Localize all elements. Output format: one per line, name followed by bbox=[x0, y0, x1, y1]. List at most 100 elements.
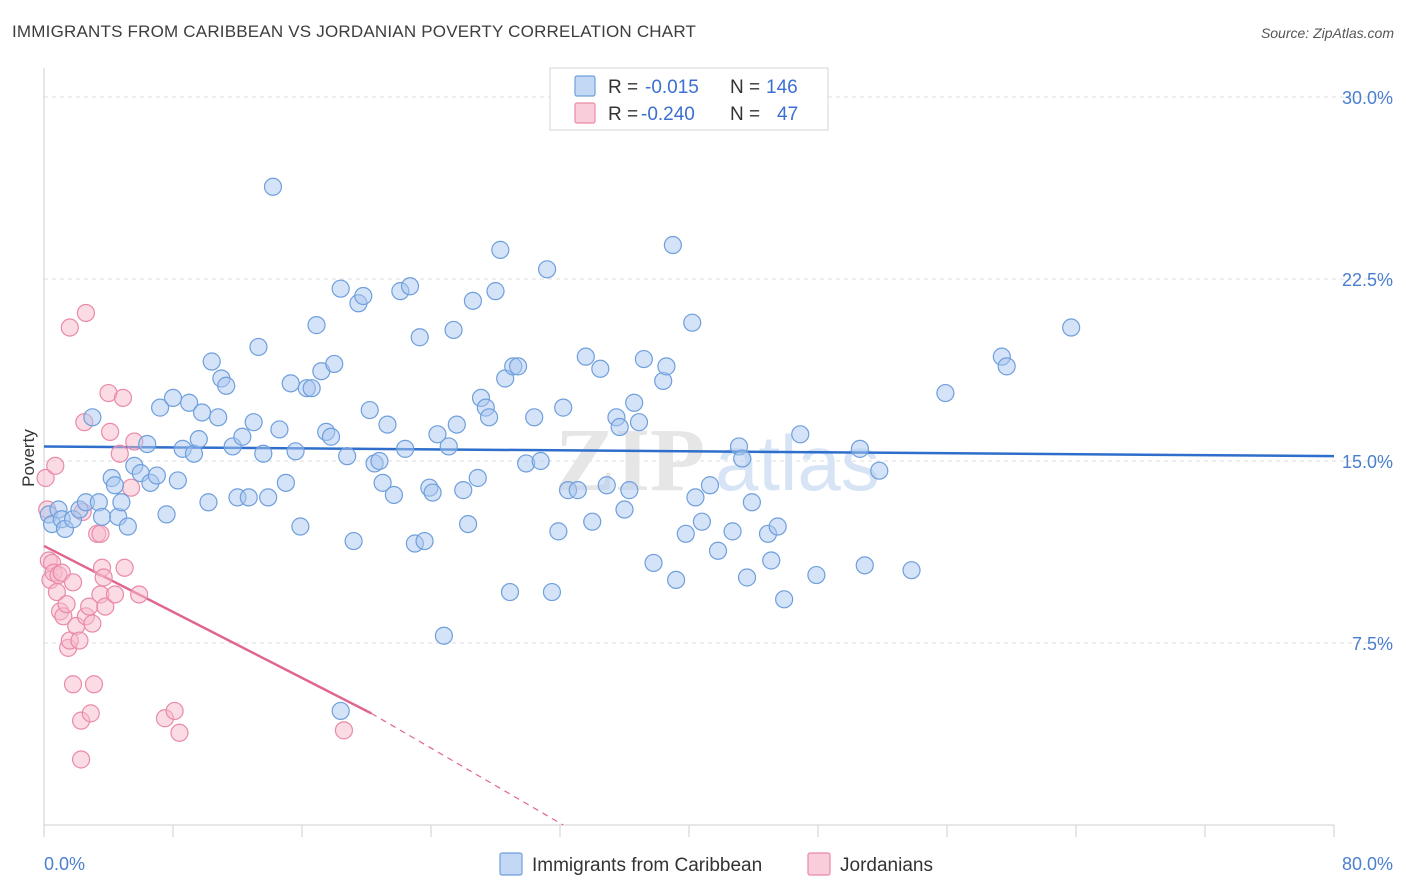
jordanian-point bbox=[76, 303, 96, 323]
caribbean-point bbox=[644, 553, 663, 573]
caribbean-point bbox=[768, 517, 787, 536]
caribbean-point bbox=[428, 425, 447, 444]
caribbean-point bbox=[192, 403, 212, 422]
jordanian-trend-extension bbox=[371, 712, 564, 826]
watermark: ZIP atlas bbox=[555, 411, 880, 510]
x-tick-label-max: 80.0% bbox=[1342, 854, 1393, 874]
caribbean-point bbox=[486, 282, 505, 301]
caribbean-point bbox=[202, 352, 221, 371]
caribbean-point bbox=[625, 393, 644, 412]
jordanian-point bbox=[70, 631, 89, 650]
y-tick-label: 7.5% bbox=[1352, 634, 1393, 654]
data-points bbox=[36, 177, 1081, 769]
caribbean-point bbox=[583, 512, 602, 531]
caribbean-point bbox=[410, 328, 429, 347]
caribbean-point bbox=[199, 493, 218, 512]
caribbean-point bbox=[620, 481, 639, 500]
caribbean-point bbox=[742, 493, 761, 512]
x-axis-ticks bbox=[43, 825, 1335, 837]
caribbean-point bbox=[325, 354, 344, 374]
y-tick-label: 15.0% bbox=[1342, 452, 1393, 472]
caribbean-point bbox=[233, 427, 252, 446]
caribbean-point bbox=[105, 476, 125, 495]
caribbean-point bbox=[597, 476, 616, 495]
chart-title: IMMIGRANTS FROM CARIBBEAN VS JORDANIAN P… bbox=[12, 22, 697, 41]
jordanian-point bbox=[63, 573, 83, 592]
caribbean-point bbox=[286, 442, 305, 461]
caribbean-point bbox=[657, 357, 676, 376]
caribbean-point bbox=[83, 408, 102, 427]
caribbean-point bbox=[360, 400, 379, 420]
legend-n-value-2: 47 bbox=[777, 104, 798, 125]
caribbean-point bbox=[629, 413, 649, 432]
caribbean-point bbox=[554, 398, 573, 417]
caribbean-point bbox=[1062, 318, 1081, 337]
caribbean-point bbox=[434, 626, 453, 645]
caribbean-point bbox=[168, 471, 187, 490]
caribbean-point bbox=[217, 376, 236, 395]
caribbean-point bbox=[157, 505, 176, 524]
series-legend-swatch-caribbean bbox=[499, 852, 523, 876]
caribbean-point bbox=[92, 507, 112, 526]
legend-r-value-1: -0.015 bbox=[645, 77, 699, 98]
caribbean-point bbox=[396, 439, 415, 458]
caribbean-point bbox=[447, 415, 466, 434]
series-legend: Immigrants from Caribbean Jordanians bbox=[499, 852, 933, 876]
caribbean-point bbox=[118, 517, 137, 536]
caribbean-point bbox=[663, 235, 682, 255]
caribbean-point bbox=[321, 427, 341, 446]
jordanian-point bbox=[96, 597, 115, 616]
caribbean-point bbox=[807, 565, 826, 585]
caribbean-point bbox=[331, 701, 350, 721]
caribbean-point bbox=[686, 488, 705, 507]
jordanian-point bbox=[105, 585, 125, 604]
caribbean-point bbox=[458, 514, 478, 534]
caribbean-point bbox=[463, 291, 483, 310]
caribbean-point bbox=[723, 522, 742, 541]
caribbean-point bbox=[479, 408, 499, 427]
caribbean-point bbox=[138, 434, 157, 454]
jordanian-point bbox=[71, 750, 91, 769]
legend-n-label-1: N = bbox=[730, 77, 760, 98]
caribbean-point bbox=[775, 590, 794, 609]
legend-n-value-1: 146 bbox=[766, 77, 798, 98]
jordanian-point bbox=[334, 721, 354, 740]
caribbean-point bbox=[384, 485, 404, 505]
legend-n-label-2: N = bbox=[730, 104, 760, 125]
caribbean-point bbox=[370, 451, 389, 471]
caribbean-point bbox=[239, 488, 258, 507]
caribbean-point bbox=[468, 468, 487, 488]
caribbean-point bbox=[147, 466, 166, 485]
caribbean-point bbox=[762, 551, 781, 570]
caribbean-point bbox=[666, 570, 686, 590]
x-tick-label-min: 0.0% bbox=[44, 854, 85, 874]
caribbean-point bbox=[276, 473, 295, 492]
caribbean-point bbox=[576, 347, 595, 366]
caribbean-point bbox=[344, 531, 363, 551]
caribbean-point bbox=[354, 286, 373, 306]
caribbean-point bbox=[850, 439, 870, 458]
jordanian-point bbox=[57, 595, 76, 614]
caribbean-point bbox=[249, 337, 268, 357]
jordanian-point bbox=[130, 585, 149, 604]
caribbean-point bbox=[415, 531, 434, 551]
caribbean-point bbox=[708, 541, 728, 560]
jordanian-point bbox=[60, 318, 79, 337]
caribbean-point bbox=[997, 357, 1016, 376]
y-axis-tick-labels: 7.5% 15.0% 22.5% 30.0% bbox=[1342, 88, 1393, 654]
caribbean-point bbox=[189, 430, 208, 449]
jordanian-point bbox=[63, 675, 83, 694]
caribbean-point bbox=[302, 379, 321, 398]
legend-r-value-2: -0.240 bbox=[641, 104, 695, 125]
caribbean-point bbox=[307, 316, 326, 335]
jordanian-point bbox=[113, 388, 133, 408]
caribbean-point bbox=[615, 500, 634, 519]
caribbean-point bbox=[591, 359, 610, 378]
caribbean-point bbox=[151, 398, 170, 417]
caribbean-point bbox=[733, 449, 752, 468]
jordanian-point bbox=[170, 723, 189, 742]
jordanian-point bbox=[91, 524, 110, 543]
caribbean-point bbox=[500, 582, 520, 602]
caribbean-point bbox=[568, 481, 587, 500]
